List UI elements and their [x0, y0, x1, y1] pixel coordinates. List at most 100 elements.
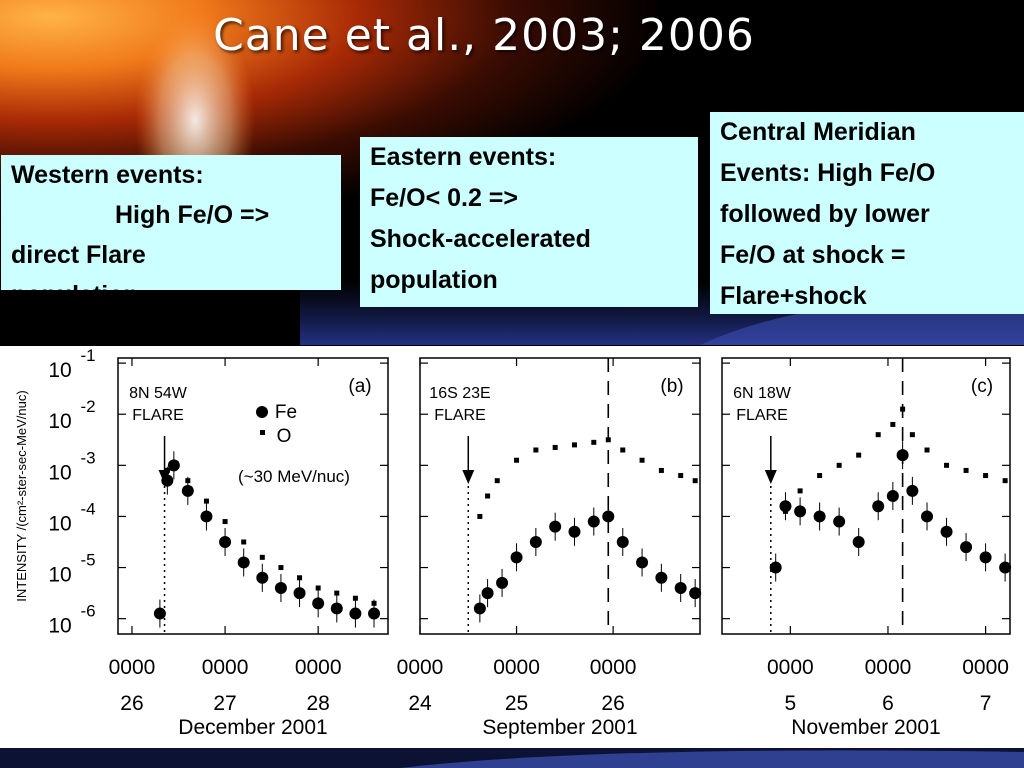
flare-word: FLARE: [736, 407, 788, 424]
fe-data-point: [161, 474, 174, 487]
fe-data-point: [872, 500, 885, 513]
fe-data-point: [219, 536, 232, 548]
fe-data-point: [906, 484, 919, 497]
fe-data-point: [979, 551, 992, 564]
fe-data-point: [636, 556, 649, 569]
fe-data-point: [940, 525, 953, 538]
central-line-3: followed by lower: [720, 200, 930, 228]
western-line-3: direct Flare: [11, 241, 146, 269]
o-data-point: [278, 565, 284, 571]
o-data-point: [591, 439, 597, 445]
x-tick-time: 0000: [590, 656, 637, 679]
y-tick-label: 10: [48, 410, 71, 433]
x-axis-month: November 2001: [791, 716, 940, 739]
fe-data-point: [167, 459, 180, 472]
o-data-point: [259, 554, 265, 560]
panel-frame: [721, 357, 1011, 635]
o-data-point: [944, 462, 950, 468]
flare-location: 6N 18W: [733, 385, 792, 402]
o-data-point: [1002, 478, 1008, 484]
fe-data-point: [481, 587, 494, 600]
bottom-bar: [0, 748, 1024, 768]
o-data-point: [315, 585, 321, 591]
fe-data-point: [999, 561, 1012, 574]
x-tick-time: 0000: [295, 656, 342, 679]
o-data-point: [222, 519, 228, 525]
x-tick-day: 5: [784, 692, 796, 715]
x-tick-time: 0000: [962, 656, 1009, 679]
fe-data-point: [886, 490, 899, 502]
central-line-5: Flare+shock: [720, 282, 867, 310]
o-data-point: [605, 437, 611, 443]
o-data-point: [571, 442, 577, 448]
o-data-point: [203, 498, 209, 504]
eastern-line-2: Fe/O< 0.2 =>: [370, 184, 519, 212]
fe-data-point: [496, 576, 509, 589]
fe-data-point: [674, 582, 687, 594]
central-line-4: Fe/O at shock =: [720, 241, 906, 269]
western-line-4: population: [11, 281, 139, 309]
fe-data-point: [549, 520, 562, 533]
o-data-point: [477, 513, 483, 519]
o-data-point: [692, 478, 698, 484]
legend-fe-marker: [256, 406, 268, 418]
o-data-point: [875, 432, 881, 438]
y-tick-exponent: -3: [80, 448, 95, 467]
o-data-point: [817, 473, 823, 479]
y-tick-exponent: -6: [80, 602, 95, 621]
o-data-point: [514, 457, 520, 463]
central-meridian-box: Central Meridian Events: High Fe/O follo…: [710, 112, 1024, 314]
o-data-point: [334, 590, 340, 596]
o-data-point: [241, 539, 247, 545]
fe-data-point: [529, 536, 542, 548]
panel-id: (a): [348, 376, 371, 397]
o-data-point: [856, 452, 862, 458]
fe-data-point: [274, 582, 287, 594]
y-axis-label: INTENSITY /(cm²-ster-sec-MeV/nuc): [14, 390, 29, 601]
legend-fe-label: Fe: [275, 402, 297, 423]
flare-arrow-head: [764, 470, 777, 484]
x-tick-day: 27: [213, 692, 236, 715]
fe-data-point: [330, 602, 343, 615]
fe-data-point: [896, 449, 909, 462]
fe-data-point: [200, 510, 213, 523]
x-tick-time: 0000: [109, 656, 156, 679]
y-tick-label: 10: [48, 359, 71, 382]
y-tick-exponent: -4: [80, 499, 95, 518]
y-tick-exponent: -2: [80, 397, 95, 416]
eastern-line-4: population: [370, 266, 498, 294]
y-tick-label: 10: [48, 512, 71, 535]
o-data-point: [678, 473, 684, 479]
fe-data-point: [256, 571, 269, 584]
legend-o-label: O: [277, 426, 292, 447]
o-data-point: [797, 488, 803, 494]
fe-data-point: [813, 510, 826, 523]
fe-data-point: [568, 525, 581, 538]
x-tick-day: 6: [882, 692, 894, 715]
fe-data-point: [769, 561, 782, 574]
o-data-point: [352, 595, 358, 601]
x-tick-day: 7: [980, 692, 992, 715]
fe-data-point: [833, 515, 846, 528]
x-tick-day: 26: [120, 692, 143, 715]
o-data-point: [963, 467, 969, 473]
o-data-point: [552, 444, 558, 450]
intensity-figure: INTENSITY /(cm²-ster-sec-MeV/nuc)10-110-…: [0, 346, 1024, 748]
x-axis-month: December 2001: [178, 716, 327, 739]
panel-id: (b): [660, 376, 683, 397]
o-data-point: [909, 432, 915, 438]
o-data-point: [485, 493, 491, 499]
flare-location: 8N 54W: [129, 385, 188, 402]
y-tick-exponent: -5: [80, 551, 95, 570]
o-data-point: [639, 457, 645, 463]
eastern-line-1: Eastern events:: [370, 143, 557, 171]
fe-data-point: [510, 551, 523, 564]
fe-data-point: [616, 536, 629, 548]
x-axis-month: September 2001: [482, 716, 637, 739]
x-tick-day: 24: [408, 692, 432, 715]
figure-background: [0, 346, 1024, 748]
x-tick-time: 0000: [397, 656, 444, 679]
fe-data-point: [689, 587, 702, 600]
eastern-line-3: Shock-accelerated: [370, 225, 591, 253]
o-data-point: [658, 467, 664, 473]
